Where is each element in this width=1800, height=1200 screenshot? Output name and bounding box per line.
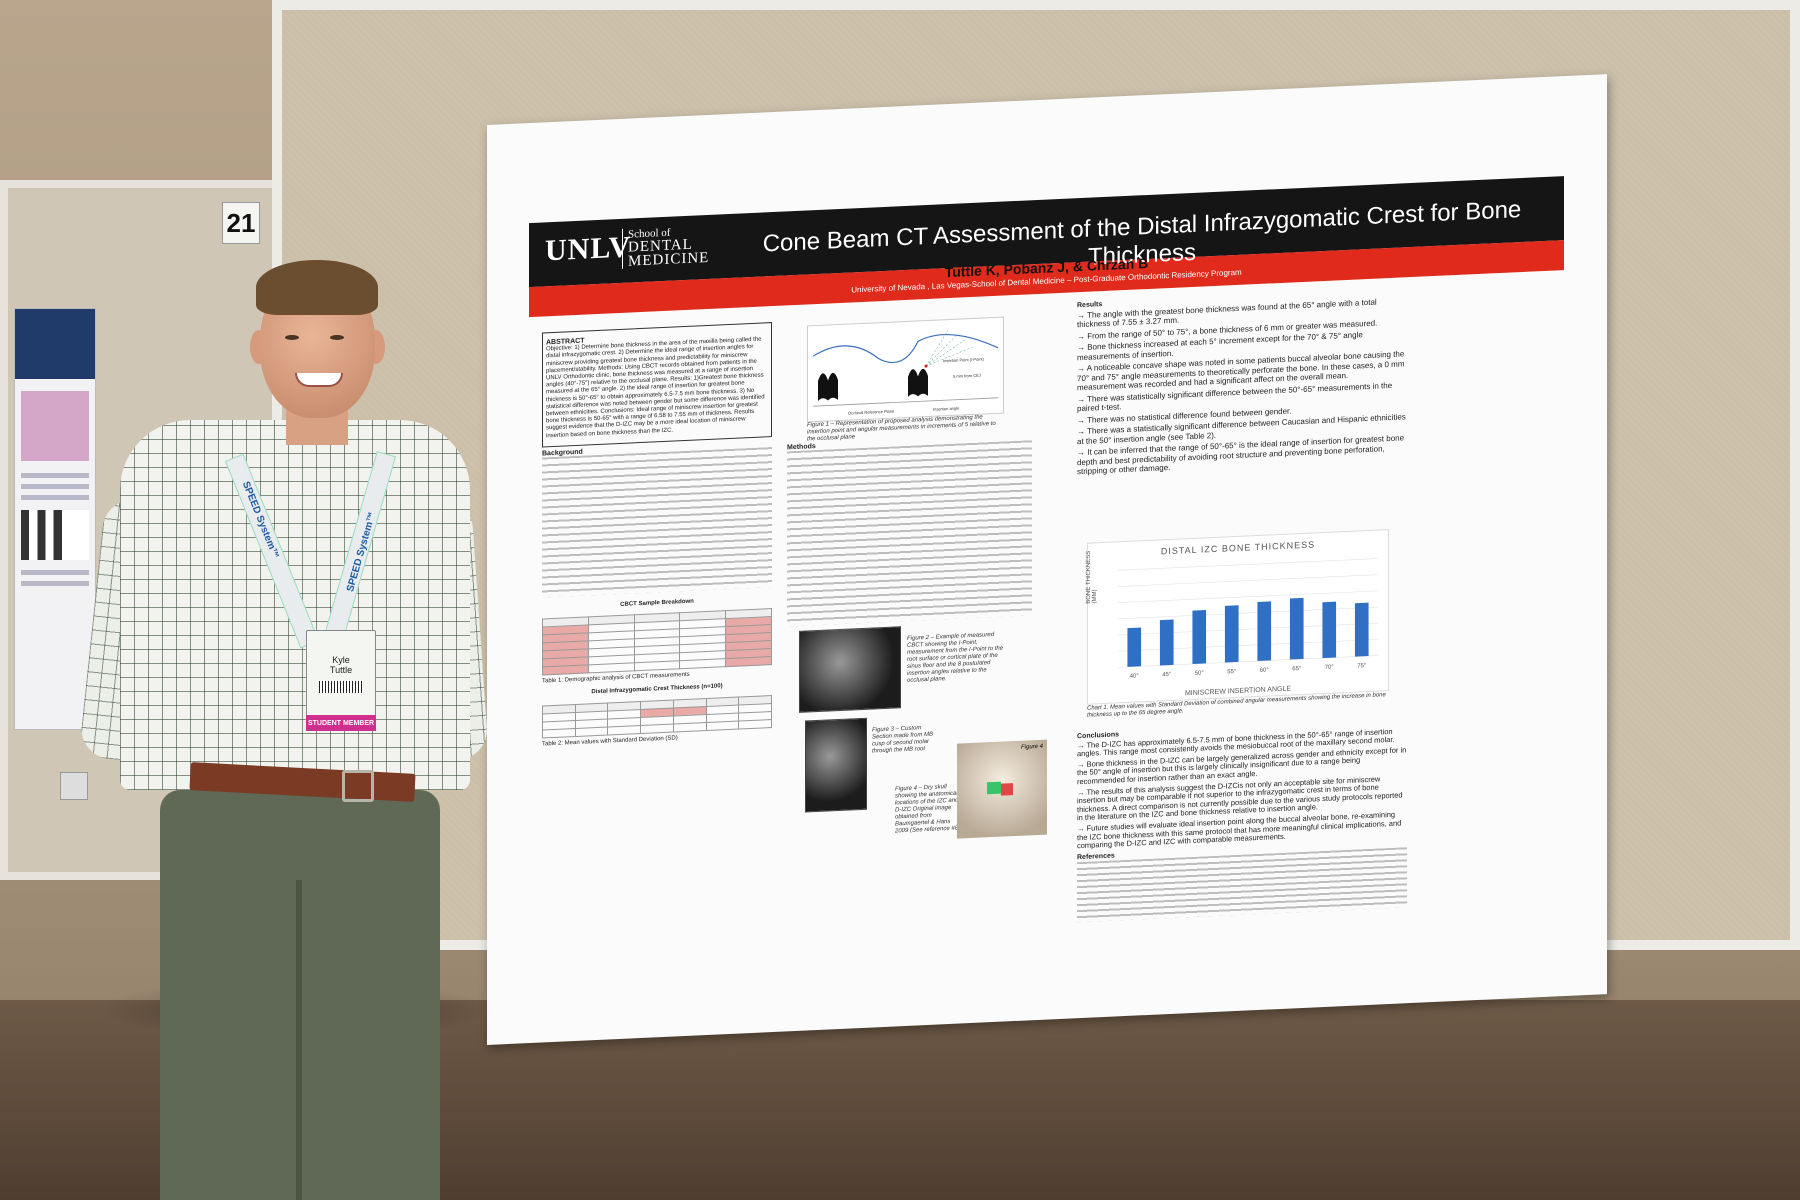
chart-tick-label-6: 70° [1325, 665, 1335, 671]
chart-gridline [1118, 622, 1378, 636]
chart-gridline [1118, 590, 1378, 603]
figure-2-caption: Figure 2 – Example of measured CBCT show… [907, 631, 1004, 684]
figure-2-ct-image [799, 626, 901, 713]
wall-outlet [60, 772, 88, 800]
person-smile [295, 373, 343, 387]
belt-buckle [342, 770, 374, 802]
person-left-eye [285, 335, 299, 340]
student-member-ribbon: STUDENT MEMBER [306, 715, 376, 731]
chart-tick-label-2: 50° [1195, 670, 1205, 676]
fig1-5mm-label: 5 mm from CEJ [953, 373, 981, 379]
fig1-occlusal-label: Occlusal Reference Plane [848, 408, 895, 415]
chart-plot-area: 40° 45° 50° 55° 60° 65° 70° 75° [1118, 558, 1378, 680]
chart-bar-2 [1192, 609, 1207, 664]
chart-bar-6 [1322, 601, 1337, 659]
table-1 [542, 608, 772, 676]
fig1-angle-label: Insertion angle [933, 406, 960, 412]
figure-3-caption: Figure 3 – Custom Section made from MB c… [872, 725, 934, 755]
trouser-seam [296, 880, 302, 1200]
left-neighbor-poster [14, 308, 96, 730]
fig1-ipoint-label: Insertion Point (I-Point) [943, 356, 985, 363]
chart-tick-label-4: 60° [1260, 667, 1270, 673]
figure-4-caption: Figure 4 – Dry skull showing the anatomi… [895, 784, 962, 835]
booth-number: 21 [222, 202, 260, 244]
chart-bar-3 [1224, 605, 1239, 663]
chart-gridline [1118, 574, 1378, 587]
figure-4-label: Figure 4 [1020, 743, 1043, 751]
chart-bar-4 [1257, 601, 1272, 662]
chart-tick-label-1: 45° [1162, 672, 1172, 678]
person-right-eye [330, 335, 344, 340]
d-izc-marker [1001, 783, 1013, 796]
background-text-block [542, 447, 772, 598]
chart-tick-label-7: 75° [1357, 663, 1367, 669]
left-column: ABSTRACT Objective: 1) Determine bone th… [542, 322, 772, 748]
abstract-box: ABSTRACT Objective: 1) Determine bone th… [542, 322, 772, 448]
chart-tick-label-0: 40° [1130, 673, 1140, 679]
chart-gridline [1118, 606, 1378, 620]
bone-thickness-chart: DISTAL IZC BONE THICKNESS BONE THICKNESS… [1086, 529, 1389, 705]
badge-first-name: Kyle [332, 655, 350, 665]
figure-1: Insertion Point (I-Point) 5 mm from CEJ … [807, 316, 1004, 423]
badge-last-name: Tuttle [329, 665, 353, 675]
figure-1-diagram: Insertion Point (I-Point) 5 mm from CEJ … [812, 329, 999, 416]
chart-tick-label-5: 65° [1292, 666, 1302, 672]
chart-gridline [1118, 558, 1378, 571]
chart-bar-1 [1159, 619, 1174, 666]
person-hair [256, 260, 378, 315]
chart-bar-5 [1289, 597, 1304, 660]
methods-column: Methods [787, 430, 1032, 627]
results-column: Results → The angle with the greatest bo… [1077, 283, 1407, 478]
methods-text-block [787, 440, 1032, 627]
abstract-text: Objective: 1) Determine bone thickness i… [546, 336, 765, 439]
research-poster: UNLV School of DENTAL MEDICINE Cone Beam… [487, 74, 1607, 1045]
chart-gridline [1118, 655, 1378, 668]
name-badge: Kyle Tuttle [306, 630, 376, 717]
figure-3-ct-image [805, 717, 867, 813]
conclusions-column: Conclusions → The D-IZC has approximatel… [1077, 715, 1407, 923]
chart-y-label: BONE THICKNESS (MM) [1086, 550, 1098, 604]
chart-bar-7 [1354, 602, 1369, 657]
chart-tick-label-3: 55° [1227, 669, 1237, 675]
unlv-logo: UNLV [545, 230, 632, 268]
badge-barcode [319, 681, 363, 693]
chart-gridline [1118, 639, 1378, 652]
izc-marker [987, 781, 1001, 795]
chart-bar-0 [1127, 627, 1142, 667]
figure-4-skull-image: Figure 4 [957, 739, 1047, 839]
logo-subtitle: School of DENTAL MEDICINE [622, 224, 710, 270]
